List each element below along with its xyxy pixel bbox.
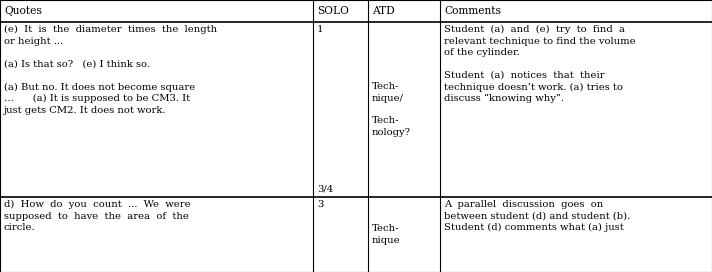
Text: d)  How  do  you  count  ...  We  were
supposed  to  have  the  area  of  the
ci: d) How do you count ... We were supposed…: [4, 200, 191, 232]
Text: Tech-
nique: Tech- nique: [372, 224, 401, 245]
Text: 3/4: 3/4: [317, 185, 333, 194]
Text: 3: 3: [317, 200, 323, 209]
Text: SOLO: SOLO: [317, 6, 349, 16]
Text: Student  (a)  and  (e)  try  to  find  a
relevant technique to find the volume
o: Student (a) and (e) try to find a releva…: [444, 25, 636, 103]
Text: Quotes: Quotes: [4, 6, 42, 16]
Text: Comments: Comments: [444, 6, 501, 16]
Text: A  parallel  discussion  goes  on
between student (d) and student (b).
Student (: A parallel discussion goes on between st…: [444, 200, 630, 232]
Text: ATD: ATD: [372, 6, 394, 16]
Text: (e)  It  is  the  diameter  times  the  length
or height ...

(a) Is that so?   : (e) It is the diameter times the length …: [4, 25, 217, 115]
Text: 1: 1: [317, 25, 323, 34]
Text: Tech-
nique/

Tech-
nology?: Tech- nique/ Tech- nology?: [372, 82, 411, 137]
